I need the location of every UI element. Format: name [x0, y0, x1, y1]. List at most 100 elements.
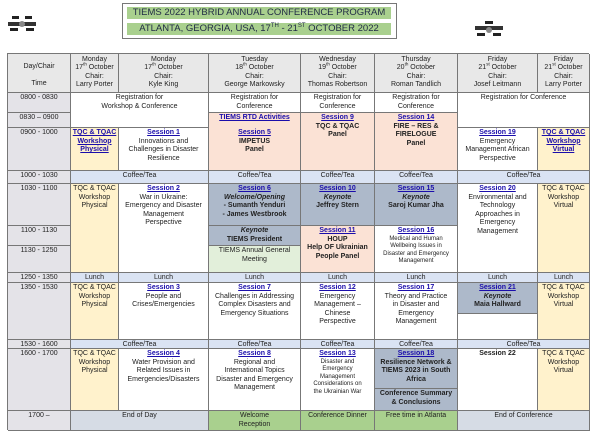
- session-link[interactable]: Session 4: [147, 350, 180, 357]
- cell-s9[interactable]: Session 9 TQC & TQAC Panel: [301, 113, 375, 171]
- cell-coffee-wed-2: Coffee/Tea: [301, 340, 375, 349]
- header-day-0: Monday 17th October Chair: Larry Porter: [71, 54, 119, 93]
- cell-s16[interactable]: Session 16 Medical and Human Wellbeing Is…: [375, 226, 458, 273]
- session-title: TQC & TQAC Panel: [315, 122, 360, 139]
- date-suffix: st: [552, 62, 556, 68]
- cell-s21[interactable]: Session 21 Keynote Maia Hallward: [458, 283, 538, 314]
- cell-reg-tue: Registration for Conference: [209, 93, 301, 113]
- chair-label: Chair:: [488, 72, 507, 80]
- session-tag: Keynote: [483, 292, 512, 300]
- cell-s6[interactable]: Session 6 Welcome/Opening - Sumanth Yendur…: [209, 184, 301, 226]
- date-num: 21: [478, 64, 487, 72]
- link[interactable]: TQC & TQAC Workshop Virtual: [541, 129, 586, 154]
- session-link[interactable]: Session 15: [397, 185, 435, 192]
- cell-s2[interactable]: Session 2 War in Ukraine: Emergency and D…: [119, 184, 209, 273]
- cell-coffee-tue-2: Coffee/Tea: [209, 340, 301, 349]
- session-link[interactable]: Session 16: [397, 227, 435, 234]
- session-text: TQC & TQAC Workshop Virtual: [542, 185, 585, 210]
- cell-s3[interactable]: Session 3 People and Crises/Emergencies: [119, 283, 209, 340]
- cell-s5[interactable]: Session 5 IMPETUS Panel: [209, 128, 301, 171]
- session-text: Coffee/Tea: [320, 172, 355, 179]
- session-link[interactable]: Session 7: [238, 284, 271, 291]
- session-text: Theory and Practice in Disaster and Emer…: [384, 292, 448, 326]
- cell-rtd[interactable]: TIEMS RTD Activities: [209, 113, 301, 128]
- cell-s10[interactable]: Session 10 Keynote Jeffrey Stern: [301, 184, 375, 226]
- session-link[interactable]: Session 21: [479, 284, 516, 291]
- chair-name: Kyle King: [148, 81, 179, 89]
- day-date: 21st October: [538, 62, 589, 72]
- session-link[interactable]: Session 19: [479, 129, 516, 136]
- session-link[interactable]: Session 12: [319, 284, 356, 291]
- chair-label: Chair:: [85, 72, 104, 80]
- cell-lunch-m1: Lunch: [71, 273, 119, 283]
- chair-label: Chair:: [406, 72, 426, 80]
- session-link[interactable]: Session 1: [147, 129, 180, 136]
- cell-s20[interactable]: Session 20 Environmental and Technology A…: [458, 184, 538, 273]
- cell-lunch-f2: Lunch: [538, 273, 590, 283]
- header-corner: Day/Chair Time: [8, 54, 71, 93]
- session-link[interactable]: Session 8: [238, 350, 271, 357]
- cell-lunch-tu: Lunch: [209, 273, 301, 283]
- session-link[interactable]: Session 17: [397, 284, 435, 291]
- session-tag: Keynote: [323, 193, 352, 201]
- session-link[interactable]: Session 10: [319, 185, 356, 192]
- session-link[interactable]: Session 13: [319, 350, 356, 357]
- date-suffix: th: [83, 62, 87, 68]
- day-name: Monday: [151, 56, 176, 63]
- session-text: Challenges in Addressing Complex Disaste…: [215, 292, 294, 317]
- cell-s8[interactable]: Session 8 Regional and International Topi…: [209, 349, 301, 411]
- session-link[interactable]: Session 9: [321, 114, 354, 121]
- day-name: Wednesday: [319, 56, 356, 63]
- chair-name: George Markowsky: [224, 81, 285, 89]
- cell-coffee-tue-1: Coffee/Tea: [209, 171, 301, 184]
- day-name: Friday: [487, 56, 508, 63]
- program-table: Day/Chair Time Monday 17th October Chair: La…: [7, 53, 590, 431]
- cell-s15[interactable]: Session 15 Keynote Saroj Kumar Jha: [375, 184, 458, 226]
- session-link[interactable]: Session 11: [319, 227, 356, 234]
- session-link[interactable]: Session 14: [397, 114, 435, 121]
- link[interactable]: TIEMS RTD Activities: [219, 114, 290, 121]
- session-text: Registration for Conference: [313, 94, 362, 110]
- session-link[interactable]: Session 2: [147, 185, 180, 192]
- session-link[interactable]: Session 3: [147, 284, 180, 291]
- cell-coffee-thu-2: Coffee/Tea: [375, 340, 458, 349]
- cell-s1[interactable]: Session 1 Innovations and Challenges in D…: [119, 128, 209, 171]
- session-link[interactable]: Session 18: [397, 350, 435, 357]
- session-text: End of Day: [122, 412, 157, 419]
- cell-tqc-m-0900[interactable]: TQC & TQAC Workshop Physical: [71, 128, 119, 171]
- chair-name: Josef Leitmann: [473, 81, 522, 89]
- day-name: Tuesday: [241, 56, 268, 63]
- date-month: October: [329, 64, 357, 72]
- session-link[interactable]: Session 20: [479, 185, 516, 192]
- session-text: Conference Dinner: [308, 412, 367, 419]
- date-num: 20: [396, 64, 405, 72]
- cell-tqc-f-0900[interactable]: TQC & TQAC Workshop Virtual: [538, 128, 590, 171]
- session-link[interactable]: Session 5: [238, 129, 271, 136]
- chair-label: Chair:: [328, 72, 347, 80]
- cell-s14[interactable]: Session 14 FIRE – RES & FIRELOGUE Panel: [375, 113, 458, 171]
- link[interactable]: TQC & TQAC Workshop Physical: [72, 129, 117, 154]
- title-box: TIEMS 2022 HYBRID ANNUAL CONFERENCE PROG…: [122, 3, 397, 39]
- cell-s17[interactable]: Session 17 Theory and Practice in Disaste…: [375, 283, 458, 340]
- cell-tqc-f-1350: TQC & TQAC Workshop Virtual: [538, 283, 590, 340]
- cell-s7[interactable]: Session 7 Challenges in Addressing Comple…: [209, 283, 301, 340]
- date-month: October: [555, 64, 583, 72]
- time-slot: 0830 – 0900: [8, 113, 71, 128]
- date-num: 18: [235, 64, 244, 72]
- cell-s12[interactable]: Session 12 Emergency Management – Chinese…: [301, 283, 375, 340]
- session-link[interactable]: Session 6: [238, 185, 271, 192]
- day-date: 19th October: [301, 62, 374, 72]
- session-text: Coffee/Tea: [320, 341, 355, 348]
- cell-empty-f1-1350: [458, 314, 538, 340]
- day-date: 20th October: [375, 62, 457, 72]
- cell-s13[interactable]: Session 13 Disaster and Emergency Managem…: [301, 349, 375, 411]
- session-text: TQC & TQAC Workshop Physical: [73, 185, 116, 210]
- cell-s19[interactable]: Session 19 Emergency Management African P…: [458, 128, 538, 171]
- spacer: [8, 71, 70, 79]
- cell-s18[interactable]: Session 18 Resilience Network & TIEMS 202…: [375, 349, 458, 389]
- time-label: Time: [31, 79, 47, 87]
- program-title: TIEMS 2022 HYBRID ANNUAL CONFERENCE PROG…: [127, 7, 391, 19]
- cell-s4[interactable]: Session 4 Water Provision and Related Iss…: [119, 349, 209, 411]
- cell-s11[interactable]: Session 11 HOUP Help OF Ukrainian People …: [301, 226, 375, 273]
- session-text: Free time in Atlanta: [385, 412, 447, 419]
